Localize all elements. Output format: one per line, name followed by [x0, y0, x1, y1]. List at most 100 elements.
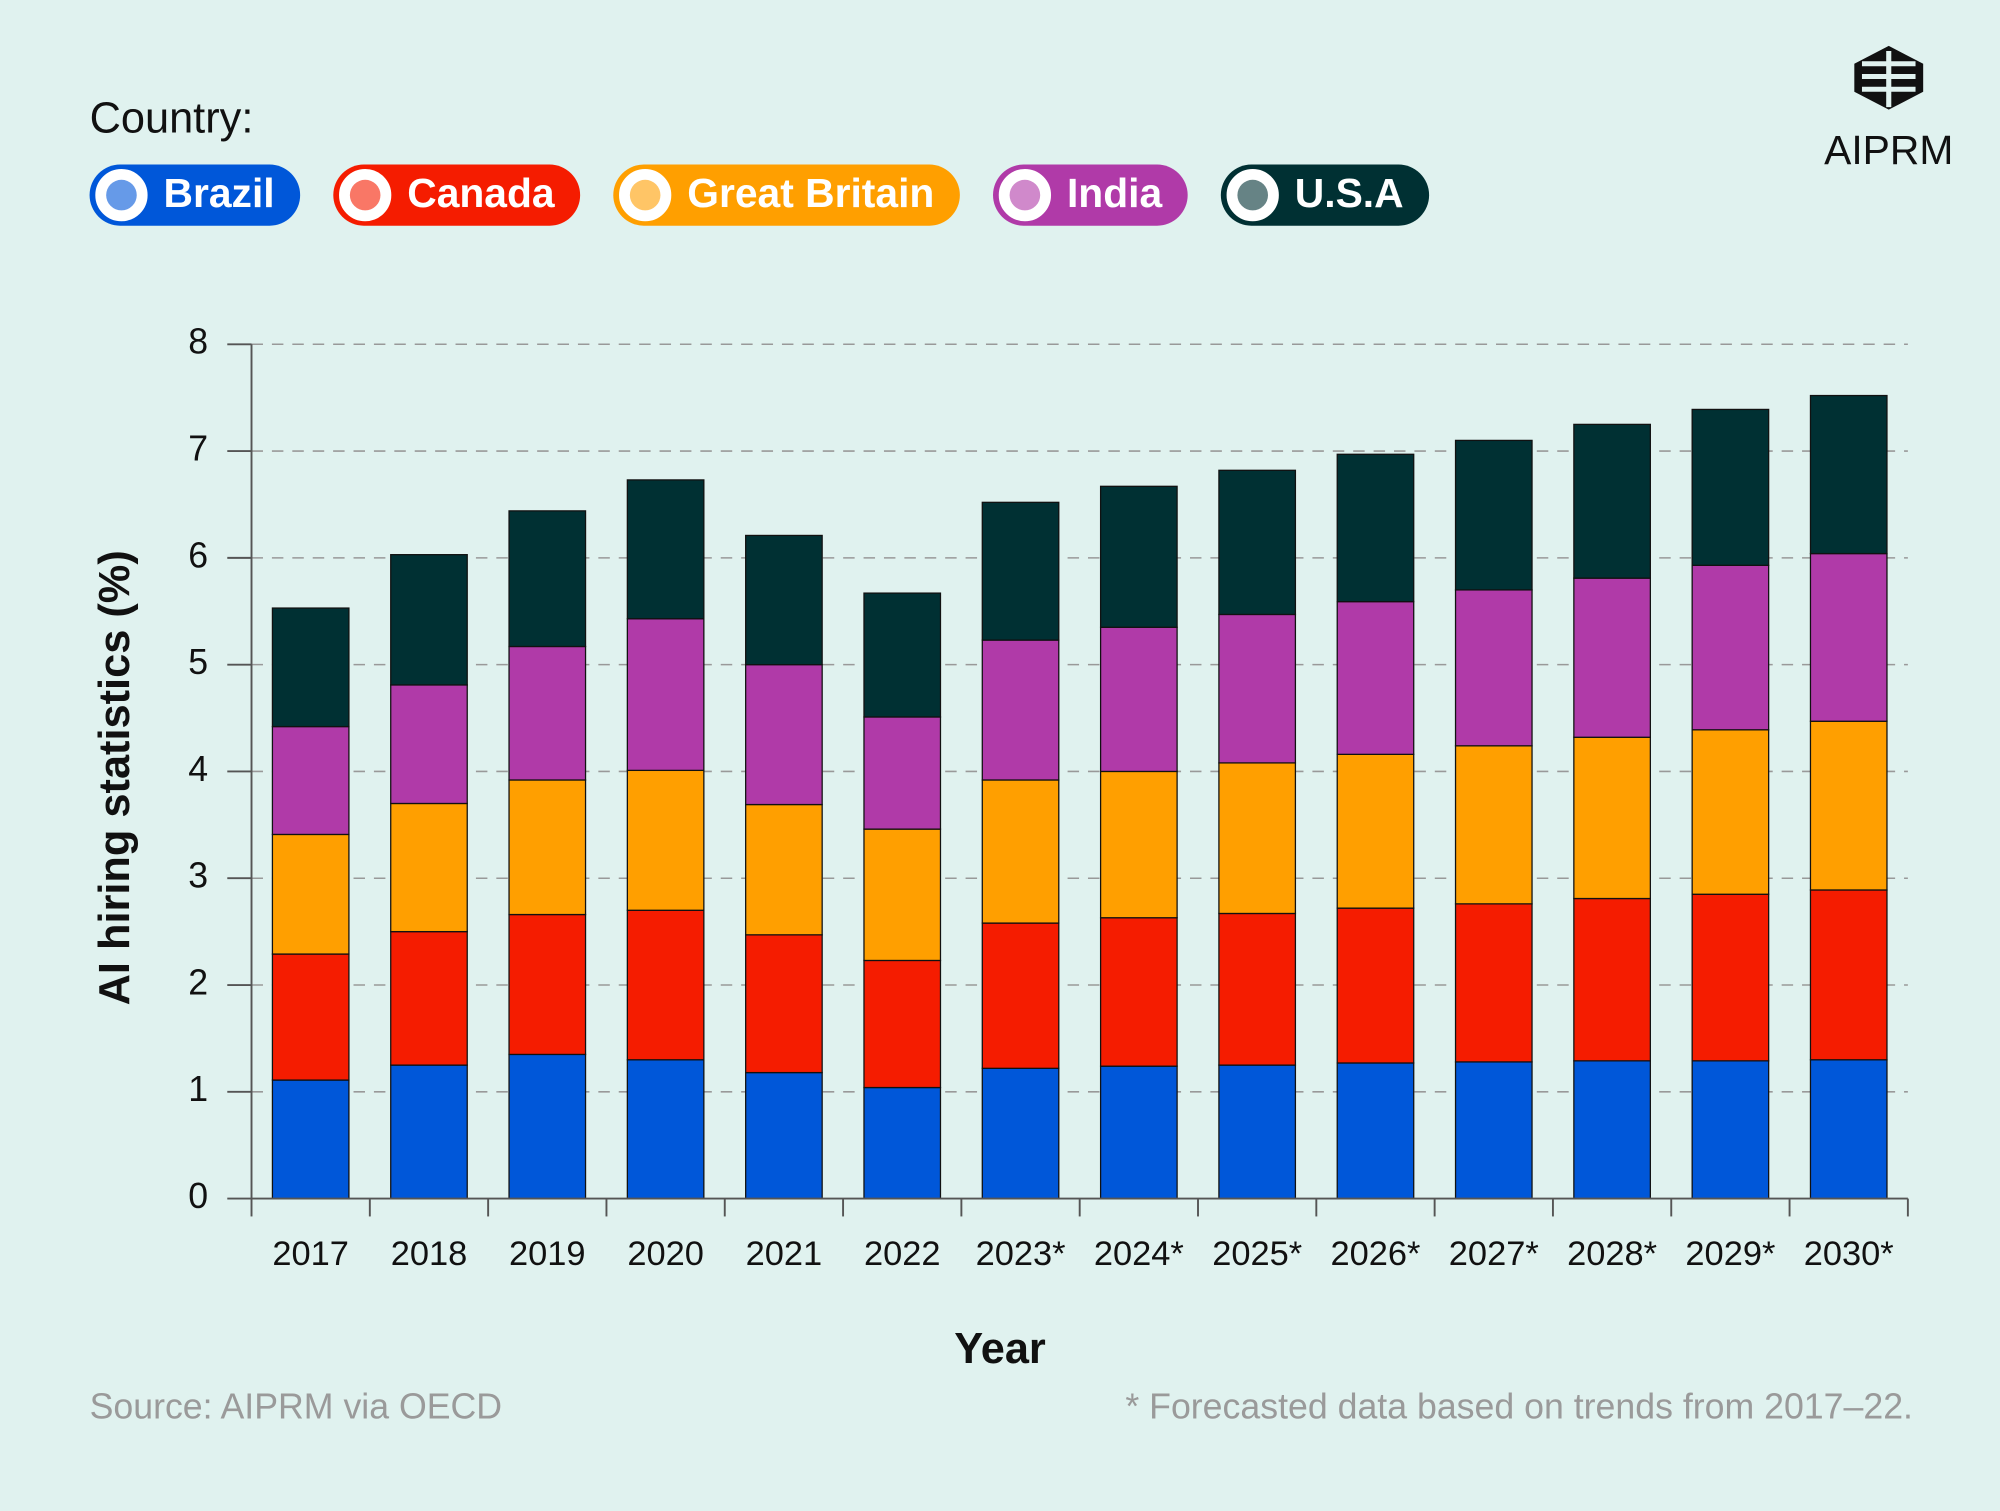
- x-tick-label: 2023*: [976, 1235, 1066, 1273]
- legend-label: Canada: [407, 170, 555, 216]
- bar-segment: [271, 833, 350, 955]
- bar-segment: [1099, 626, 1178, 773]
- y-tick-label: 0: [188, 1176, 208, 1216]
- legend-item: India: [993, 164, 1188, 226]
- bar-segment: [390, 930, 468, 1066]
- bar-segment: [1454, 589, 1533, 747]
- bar-segment: [390, 802, 468, 933]
- bar-segment: [626, 618, 705, 772]
- y-tick-label: 2: [188, 962, 208, 1002]
- legend-flag-inner: [1009, 179, 1041, 211]
- bar-segment: [1691, 1060, 1770, 1200]
- bar-segment: [508, 913, 587, 1056]
- bar-segment: [1454, 1061, 1533, 1200]
- bar-segment: [981, 779, 1060, 924]
- bar-segment: [1454, 745, 1533, 905]
- bar-segment: [390, 1064, 468, 1200]
- brand: AIPRM: [1824, 127, 1953, 173]
- source: Source: AIPRM via OECD: [90, 1386, 503, 1426]
- bar-segment: [745, 664, 823, 806]
- bar-segment: [863, 828, 942, 962]
- bar-segment: [626, 1059, 705, 1200]
- bar-segment: [863, 959, 942, 1089]
- y-tick-label: 8: [188, 322, 208, 362]
- bar-segment: [271, 607, 350, 728]
- y-tick-label: 7: [188, 429, 208, 469]
- legend-label: U.S.A: [1295, 170, 1404, 216]
- bar-segment: [390, 684, 468, 805]
- bar-segment: [271, 1079, 350, 1200]
- bar-segment: [1336, 753, 1415, 909]
- bar-segment: [1573, 897, 1651, 1062]
- bar-segment: [981, 639, 1060, 781]
- bar-segment: [1573, 736, 1651, 900]
- x-tick-label: 2019: [509, 1235, 586, 1273]
- bar-segment: [1691, 408, 1770, 566]
- bar-segment: [863, 592, 942, 718]
- bar-segment: [981, 922, 1060, 1069]
- bar-segment: [1218, 613, 1297, 764]
- legend-flag-inner: [106, 179, 137, 211]
- legend-label: India: [1067, 170, 1163, 216]
- legend-item: Great Britain: [613, 164, 960, 226]
- legend-title: Country:: [90, 95, 254, 143]
- bar-segment: [1336, 601, 1415, 755]
- bar-segment: [271, 953, 350, 1081]
- bar-segment: [1573, 423, 1651, 579]
- legend-flag-inner: [349, 179, 381, 211]
- bar-segment: [1454, 439, 1533, 591]
- bar-segment: [1573, 1060, 1651, 1200]
- legend-label: Brazil: [164, 170, 275, 216]
- bar-segment: [745, 1071, 823, 1200]
- legend-item: Canada: [333, 164, 581, 226]
- x-tick-label: 2025*: [1212, 1235, 1302, 1273]
- y-tick-label: 5: [188, 642, 208, 682]
- bar-segment: [508, 510, 587, 648]
- bar-segment: [745, 534, 823, 666]
- bar-segment: [1336, 907, 1415, 1064]
- x-tick-label: 2017: [272, 1235, 349, 1273]
- y-tick-label: 6: [188, 535, 208, 575]
- bar-segment: [1218, 762, 1297, 915]
- legend-item: Brazil: [89, 164, 301, 226]
- bar-segment: [1573, 577, 1651, 738]
- bar-segment: [508, 779, 587, 916]
- bar-segment: [1218, 912, 1297, 1066]
- legend-flag-inner: [629, 179, 661, 211]
- bar-segment: [271, 725, 350, 836]
- bar-segment: [1099, 485, 1178, 628]
- bar-segment: [981, 1067, 1060, 1200]
- x-tick-label: 2021: [746, 1235, 823, 1273]
- bar-segment: [1099, 1065, 1178, 1200]
- bar-segment: [1691, 564, 1770, 731]
- y-tick-label: 4: [188, 749, 208, 789]
- legend-label: Great Britain: [687, 170, 934, 216]
- bar-segment: [508, 645, 587, 781]
- x-tick-label: 2022: [864, 1235, 941, 1273]
- brand-icon: [1854, 45, 1924, 110]
- bar-segment: [1809, 720, 1888, 891]
- x-tick-label: 2024*: [1094, 1235, 1184, 1273]
- bar-segment: [1691, 893, 1770, 1062]
- x-tick-label: 2027*: [1449, 1235, 1539, 1273]
- bar-segment: [1099, 770, 1178, 919]
- bar-segment: [1218, 1064, 1297, 1200]
- x-tick-label: 2018: [391, 1235, 468, 1273]
- bar-segment: [1809, 889, 1888, 1061]
- bar-segment: [1099, 917, 1178, 1067]
- bar-segment: [981, 501, 1060, 641]
- x-tick-label: 2030*: [1804, 1235, 1894, 1273]
- x-tick-label: 2028*: [1567, 1235, 1657, 1273]
- bar-segment: [390, 554, 468, 686]
- x-tick-label: 2020: [627, 1235, 704, 1273]
- legend-pill: [333, 164, 581, 226]
- bar-segment: [863, 1086, 942, 1200]
- bar-segment: [626, 769, 705, 911]
- bar-segment: [1336, 1062, 1415, 1200]
- bar-segment: [626, 479, 705, 620]
- bar-segment: [1809, 552, 1888, 722]
- x-axis-label: Year: [954, 1325, 1046, 1373]
- legend-pill: [613, 164, 960, 226]
- bar-segment: [626, 909, 705, 1061]
